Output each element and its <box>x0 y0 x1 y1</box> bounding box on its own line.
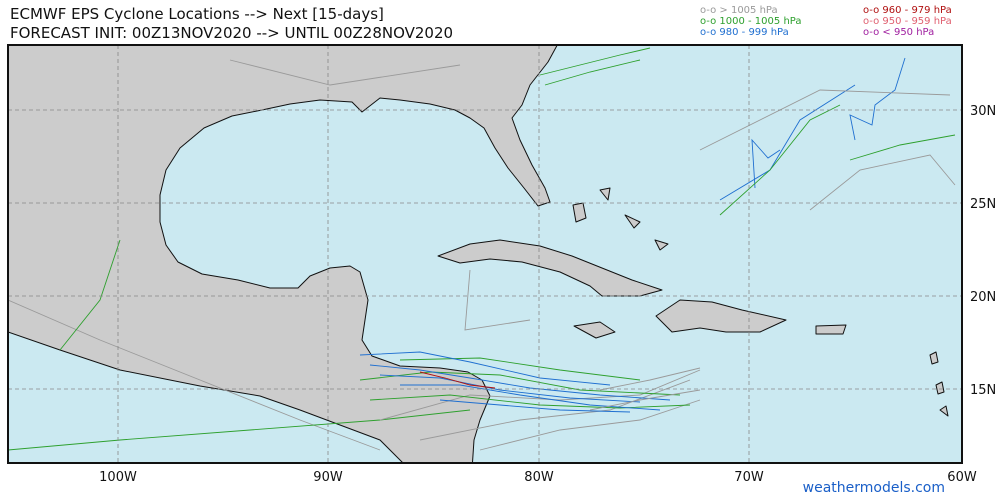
legend-entry: o-o 960 - 979 hPa <box>863 5 952 16</box>
lat-label: 25N <box>970 197 996 212</box>
track <box>464 269 531 331</box>
legend: o-o > 1005 hPa o-o 1000 - 1005 hPa o-o 9… <box>700 5 952 38</box>
bahamas <box>572 202 587 223</box>
legend-entry: o-o > 1005 hPa <box>700 5 778 16</box>
lon-label: 100W <box>99 470 137 485</box>
lon-label: 70W <box>734 470 764 485</box>
track <box>849 134 956 161</box>
track <box>719 84 856 201</box>
track <box>379 369 701 421</box>
lesser-antilles <box>929 351 939 365</box>
map-frame <box>7 44 963 464</box>
lat-labels: 30N 25N 20N 15N <box>970 104 996 398</box>
track <box>699 89 951 151</box>
lon-label: 90W <box>313 470 343 485</box>
puerto-rico <box>815 324 847 335</box>
track <box>229 59 461 86</box>
track <box>719 104 841 216</box>
bahamas <box>599 187 611 201</box>
lon-labels: 100W 90W 80W 70W 60W <box>99 470 977 485</box>
track <box>419 371 496 389</box>
legend-entry: o-o 950 - 959 hPa <box>863 16 952 27</box>
track <box>751 138 781 189</box>
track <box>369 394 691 409</box>
bahamas <box>654 239 669 251</box>
track <box>400 384 661 411</box>
lat-label: 15N <box>970 383 996 398</box>
track <box>399 357 641 381</box>
lesser-antilles <box>935 381 945 395</box>
track <box>359 351 611 386</box>
bahamas <box>624 214 641 229</box>
hispaniola <box>655 299 787 333</box>
track <box>59 239 121 351</box>
track <box>359 371 681 396</box>
track <box>849 57 906 141</box>
lat-label: 30N <box>970 104 996 119</box>
track <box>8 299 381 451</box>
track <box>369 364 671 401</box>
track <box>809 154 956 211</box>
track <box>439 399 631 413</box>
credit: weathermodels.com <box>803 480 945 496</box>
lon-label: 60W <box>947 470 977 485</box>
track <box>419 379 691 441</box>
map <box>7 44 963 464</box>
track <box>599 367 701 391</box>
legend-entry: o-o 1000 - 1005 hPa <box>700 16 801 27</box>
lon-label: 80W <box>524 470 554 485</box>
subtitle: FORECAST INIT: 00Z13NOV2020 --> UNTIL 00… <box>10 24 453 42</box>
jamaica <box>573 321 616 339</box>
track <box>379 374 641 403</box>
track <box>544 59 641 86</box>
lesser-antilles <box>939 405 949 417</box>
track <box>479 399 701 451</box>
title: ECMWF EPS Cyclone Locations --> Next [15… <box>10 5 384 23</box>
lat-label: 20N <box>970 290 996 305</box>
cuba <box>437 239 663 297</box>
track <box>8 409 471 451</box>
legend-entry: o-o 980 - 999 hPa <box>700 27 789 38</box>
legend-entry: o-o < 950 hPa <box>863 27 934 38</box>
track <box>589 389 701 411</box>
track <box>539 47 651 76</box>
